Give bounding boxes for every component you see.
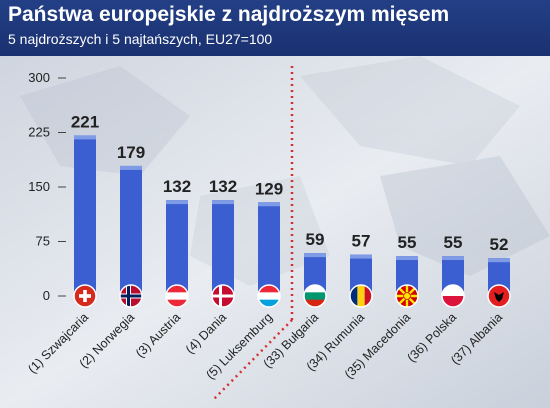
- bar: [304, 253, 326, 296]
- divider-line-tail: [211, 319, 293, 402]
- chart-header: Państwa europejskie z najdroższym mięsem…: [0, 0, 550, 56]
- value-label: 59: [306, 230, 325, 249]
- y-tick-label: 150: [28, 179, 50, 194]
- value-label: 132: [163, 177, 191, 196]
- value-labels: 221 179 132 132 129 59 57 55 55 52: [71, 112, 509, 254]
- bar: [166, 200, 188, 296]
- bar: [212, 200, 234, 296]
- flag-icon: [257, 284, 281, 308]
- bars: [74, 135, 510, 296]
- flag-icon: [349, 284, 373, 308]
- chart-subtitle: 5 najdroższych i 5 najtańszych, EU27=100: [8, 31, 273, 47]
- flag-icon: [211, 284, 235, 308]
- flag-icon: [119, 284, 143, 308]
- flag-icon: [303, 284, 327, 308]
- chart-title: Państwa europejskie z najdroższym mięsem: [8, 3, 450, 26]
- flag-icon: [73, 284, 97, 308]
- y-tick-label: 300: [28, 70, 50, 85]
- value-label: 52: [490, 235, 509, 254]
- flag-icon: [441, 284, 465, 308]
- value-label: 55: [398, 233, 417, 252]
- value-label: 57: [352, 232, 371, 251]
- y-tick-label: 0: [43, 288, 50, 303]
- flag-icon: [165, 284, 189, 308]
- value-label: 132: [209, 177, 237, 196]
- y-tick-label: 75: [36, 234, 50, 249]
- value-label: 55: [444, 233, 463, 252]
- divider: [211, 66, 294, 402]
- y-axis: 0 75 150 225 300: [28, 70, 66, 303]
- flags: [73, 284, 511, 308]
- value-label: 221: [71, 112, 99, 131]
- value-label: 179: [117, 143, 145, 162]
- flag-icon: [395, 284, 419, 308]
- bar: [74, 135, 96, 296]
- bar: [258, 202, 280, 296]
- y-tick-label: 225: [28, 125, 50, 140]
- flag-icon: [487, 284, 511, 308]
- bar: [120, 165, 142, 296]
- value-label: 129: [255, 179, 283, 198]
